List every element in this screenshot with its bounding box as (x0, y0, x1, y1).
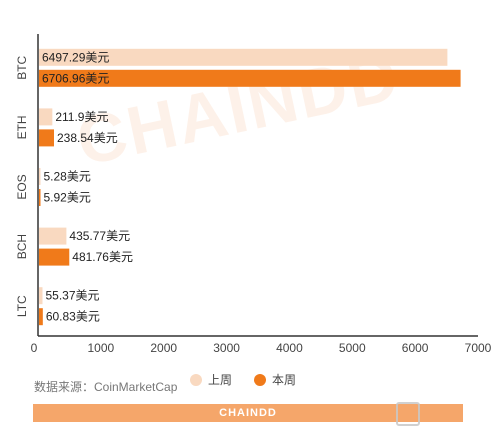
x-tick-label: 5000 (339, 341, 366, 355)
x-tick-label: 2000 (150, 341, 177, 355)
bar-eos-prev (39, 168, 41, 185)
x-tick-label: 7000 (465, 341, 492, 355)
category-label: BTC (15, 55, 29, 79)
x-tick-label: 4000 (276, 341, 303, 355)
category-label: EOS (15, 174, 29, 199)
data-label: 6706.96美元 (42, 71, 109, 85)
legend-label-curr: 本周 (272, 373, 297, 387)
data-source-note: 数据来源：CoinMarketCap (34, 380, 178, 394)
data-label: 5.28美元 (44, 170, 91, 184)
category-label: LTC (15, 295, 29, 317)
x-tick-label: 0 (31, 341, 38, 355)
data-label: 55.37美元 (45, 289, 99, 303)
category-label: BCH (15, 234, 29, 259)
x-tick-label: 6000 (402, 341, 429, 355)
legend-label-prev: 上周 (208, 373, 233, 387)
data-label: 60.83美元 (46, 310, 100, 324)
bar-eth-curr (39, 129, 54, 147)
data-label: 6497.29美元 (42, 50, 109, 64)
bar-eos-curr (39, 189, 41, 206)
footer-brand-bar: CHAINDD (33, 404, 463, 422)
logo-icon (396, 402, 420, 426)
data-label: 435.77美元 (69, 229, 130, 243)
data-label: 481.76美元 (72, 250, 133, 264)
bar-ltc-prev (39, 287, 43, 305)
bar-ltc-curr (39, 308, 43, 326)
bar-eth-prev (39, 108, 53, 126)
bar-btc-curr (39, 69, 461, 87)
legend-swatch-prev (190, 373, 202, 386)
data-label: 211.9美元 (55, 110, 108, 124)
data-label: 5.92美元 (44, 191, 91, 205)
data-label: 238.54美元 (57, 131, 118, 145)
bar-btc-prev (39, 48, 448, 66)
bar-chart: 0 1000 2000 3000 4000 5000 6000 7000 BTC 6497.29美… (15, 34, 492, 355)
x-tick-label: 3000 (213, 341, 240, 355)
corner-logo (396, 398, 492, 430)
footer-brand-text: CHAINDD (219, 407, 277, 419)
legend-swatch-curr (254, 373, 267, 386)
bar-bch-prev (39, 227, 67, 245)
chart-legend: 上周 本周 (190, 371, 296, 388)
category-label: ETH (15, 115, 29, 139)
x-tick-label: 1000 (88, 341, 115, 355)
bar-bch-curr (39, 248, 70, 266)
